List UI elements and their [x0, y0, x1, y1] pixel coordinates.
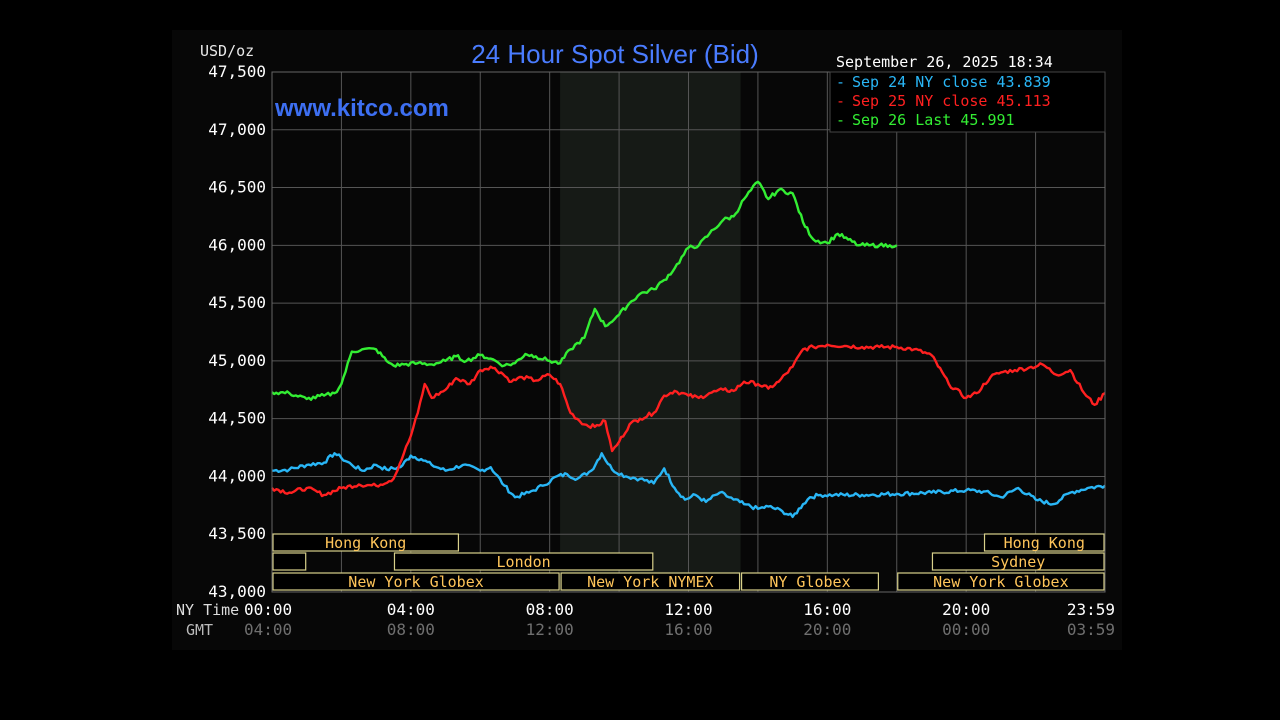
grid	[272, 71, 1105, 593]
x-row1-label: NY Time	[176, 601, 239, 619]
chart-panel: Hong Kong Hong Kong London Sydney New York G…	[172, 30, 1122, 650]
y-tick-label: 44,500	[208, 409, 266, 428]
session-bar	[560, 572, 741, 591]
spot-silver-chart: Hong Kong Hong Kong London Sydney New York G…	[176, 39, 1115, 639]
legend-item-1: Sep 25 NY close 45.113	[852, 92, 1051, 110]
x-tick-label-gmt: 00:00	[942, 620, 990, 639]
session-label: Hong Kong	[1004, 534, 1085, 552]
session-label: New York NYMEX	[587, 573, 713, 591]
x-row2-label: GMT	[186, 621, 213, 639]
session-bar	[740, 572, 879, 591]
x-tick-labels: 00:00 04:00 08:00 12:00 16:00 20:00 23:5904:00…	[244, 600, 1115, 639]
session-bar	[931, 552, 1105, 571]
legend-dash-0: -	[836, 73, 845, 91]
x-tick-label-ny: 08:00	[526, 600, 574, 619]
session-bar	[272, 572, 560, 591]
x-tick-label-gmt: 03:59	[1067, 620, 1115, 639]
y-tick-label: 45,500	[208, 293, 266, 312]
session-bar	[897, 572, 1105, 591]
x-tick-label-ny: 16:00	[803, 600, 851, 619]
session-label: New York Globex	[933, 573, 1068, 591]
y-tick-label: 43,500	[208, 524, 266, 543]
legend-dash-1: -	[836, 92, 845, 110]
x-tick-label-ny: 12:00	[664, 600, 712, 619]
session-bar	[272, 552, 307, 571]
y-tick-label: 46,500	[208, 178, 266, 197]
plot-shaded-region	[560, 72, 741, 592]
trading-sessions: Hong Kong Hong Kong London Sydney New York G…	[272, 533, 1105, 591]
session-label: Sydney	[991, 553, 1045, 571]
legend-item-2: Sep 26 Last 45.991	[852, 111, 1015, 129]
y-tick-label: 43,000	[208, 582, 266, 601]
x-tick-label-gmt: 08:00	[387, 620, 435, 639]
x-tick-label-gmt: 12:00	[526, 620, 574, 639]
legend: - Sep 24 NY close 43.839 - Sep 25 NY clo…	[829, 71, 1106, 133]
series-line-0	[271, 452, 1106, 519]
plot-border	[271, 71, 1106, 593]
y-tick-label: 46,000	[208, 235, 266, 254]
x-tick-label-gmt: 04:00	[244, 620, 292, 639]
timestamp: September 26, 2025 18:34	[836, 53, 1053, 71]
legend-box	[829, 71, 1106, 133]
chart-title: 24 Hour Spot Silver (Bid)	[471, 39, 759, 69]
y-tick-labels: 47,500 47,000 46,500 46,000 45,500 45,000 44,5…	[208, 62, 266, 601]
x-tick-label-ny: 04:00	[387, 600, 435, 619]
y-tick-label: 44,000	[208, 466, 266, 485]
session-bar	[393, 552, 654, 571]
x-tick-label-ny: 00:00	[244, 600, 292, 619]
session-label: London	[497, 553, 551, 571]
session-bar	[272, 533, 460, 552]
y-tick-label: 47,000	[208, 120, 266, 139]
legend-dash-2: -	[836, 111, 845, 129]
legend-item-0: Sep 24 NY close 43.839	[852, 73, 1051, 91]
session-label: New York Globex	[348, 573, 483, 591]
x-tick-label-ny: 20:00	[942, 600, 990, 619]
x-tick-label-gmt: 16:00	[664, 620, 712, 639]
series-line-2	[271, 180, 898, 401]
series-line-1	[271, 343, 1106, 498]
y-tick-label: 45,000	[208, 351, 266, 370]
session-bar	[983, 533, 1105, 552]
y-axis-label: USD/oz	[200, 42, 254, 60]
x-tick-label-ny: 23:59	[1067, 600, 1115, 619]
x-tick-label-gmt: 20:00	[803, 620, 851, 639]
y-tick-label: 47,500	[208, 62, 266, 81]
session-label: NY Globex	[769, 573, 850, 591]
watermark: www.kitco.com	[274, 95, 449, 122]
series-lines	[271, 180, 1106, 519]
session-label: Hong Kong	[325, 534, 406, 552]
